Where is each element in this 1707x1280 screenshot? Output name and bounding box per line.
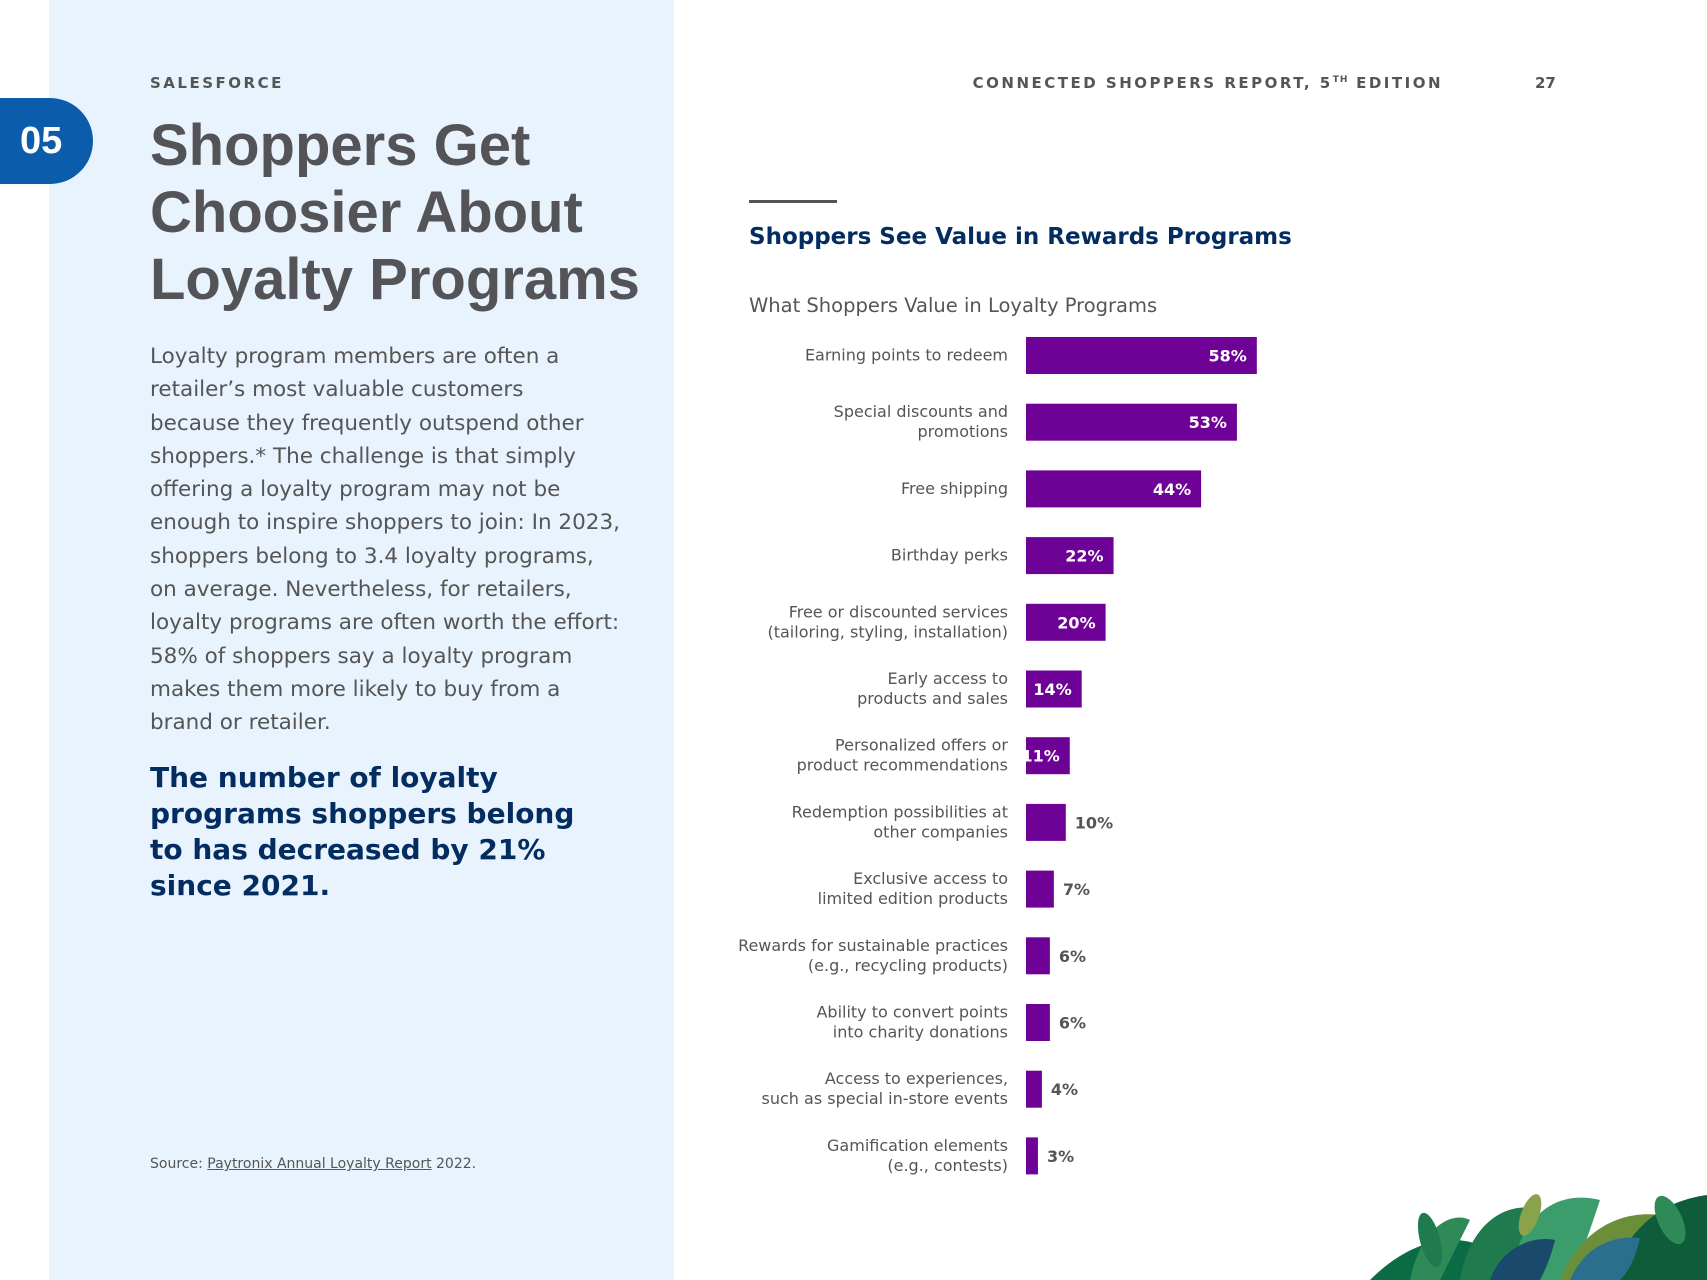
value-label-0: 58% xyxy=(1209,347,1247,366)
chart-heading: Shoppers See Value in Rewards Programs xyxy=(749,224,1292,250)
bar-2 xyxy=(1026,470,1202,508)
value-label-6: 11% xyxy=(1021,747,1059,766)
category-label-4: Free or discounted services (tailoring, s… xyxy=(767,602,1008,641)
category-label-0: Earning points to redeem xyxy=(805,346,1008,365)
value-label-4: 20% xyxy=(1057,613,1095,632)
source-note: Source: Paytronix Annual Loyalty Report … xyxy=(150,1156,476,1172)
body-paragraph: Loyalty program members are often a reta… xyxy=(150,344,620,736)
value-label-2: 44% xyxy=(1153,480,1191,499)
bar-1 xyxy=(1026,403,1237,441)
report-title: CONNECTED SHOPPERS REPORT, 5TH EDITION xyxy=(973,74,1443,92)
value-label-1: 53% xyxy=(1189,413,1227,432)
source-link[interactable]: Paytronix Annual Loyalty Report xyxy=(207,1156,432,1172)
source-suffix: 2022. xyxy=(431,1156,477,1172)
section-number-badge: 05 xyxy=(0,98,93,184)
category-label-1: Special discounts and promotions xyxy=(834,402,1008,441)
bar-12 xyxy=(1026,1137,1038,1175)
page-number: 27 xyxy=(1535,74,1556,92)
bar-0 xyxy=(1026,337,1257,374)
heading-rule xyxy=(749,200,837,203)
bar-7 xyxy=(1026,803,1066,841)
page-headline: Shoppers Get Choosier About Loyalty Prog… xyxy=(150,113,640,312)
category-label-3: Birthday perks xyxy=(891,546,1008,565)
category-label-6: Personalized offers or product recommenda… xyxy=(797,736,1009,775)
category-label-8: Exclusive access to limited edition produ… xyxy=(818,869,1008,908)
source-prefix: Source: xyxy=(150,1156,208,1172)
bar-10 xyxy=(1026,1004,1050,1041)
value-label-12: 3% xyxy=(1047,1147,1074,1166)
bar-5 xyxy=(1026,670,1082,708)
left-panel xyxy=(49,0,674,1280)
callout-statement: The number of loyalty programs shoppers … xyxy=(150,761,575,902)
category-label-12: Gamification elements (e.g., contests) xyxy=(827,1136,1008,1175)
value-label-9: 6% xyxy=(1059,947,1086,966)
value-label-10: 6% xyxy=(1059,1014,1086,1033)
category-label-10: Ability to convert points into charity do… xyxy=(816,1003,1008,1042)
value-label-11: 4% xyxy=(1051,1080,1078,1099)
report-title-main: CONNECTED SHOPPERS REPORT, 5 xyxy=(972,74,1333,92)
report-title-rest: EDITION xyxy=(1348,74,1443,92)
value-label-8: 7% xyxy=(1063,880,1090,899)
bar-9 xyxy=(1026,937,1050,975)
bar-11 xyxy=(1026,1070,1042,1108)
bar-3 xyxy=(1026,537,1114,575)
bar-8 xyxy=(1026,870,1054,908)
category-label-5: Early access to products and sales xyxy=(857,669,1008,708)
category-label-9: Rewards for sustainable practices (e.g., … xyxy=(738,936,1008,975)
category-label-2: Free shipping xyxy=(901,479,1008,498)
value-label-7: 10% xyxy=(1075,813,1113,832)
category-label-11: Access to experiences, such as special in… xyxy=(762,1069,1008,1108)
value-label-5: 14% xyxy=(1033,680,1071,699)
plant-illustration xyxy=(1370,1194,1707,1280)
report-title-superscript: TH xyxy=(1332,75,1349,85)
brand-label: SALESFORCE xyxy=(150,74,284,92)
bar-4 xyxy=(1026,603,1106,641)
category-label-7: Redemption possibilities at other compani… xyxy=(792,802,1008,841)
value-label-3: 22% xyxy=(1065,547,1103,566)
bar-6 xyxy=(1026,737,1070,775)
chart-title: What Shoppers Value in Loyalty Programs xyxy=(749,294,1158,317)
